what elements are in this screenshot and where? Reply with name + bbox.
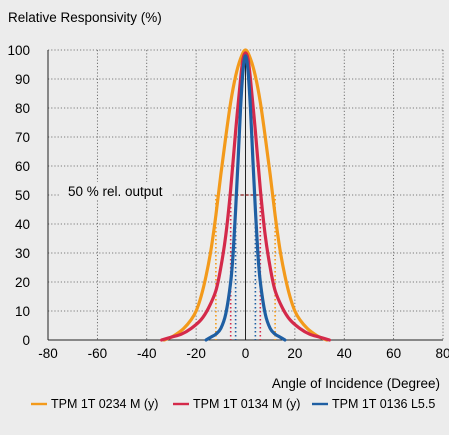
y-tick-label: 90: [15, 72, 30, 87]
x-tick-label: -40: [137, 346, 157, 361]
legend: TPM 1T 0234 M (y) TPM 1T 0134 M (y) TPM 1T…: [31, 397, 435, 411]
y-tick-label: 60: [15, 159, 30, 174]
y-tick-labels: 0 10 20 30 40 50 60 70 80 90 100: [7, 43, 30, 348]
y-tick-label: 30: [15, 246, 30, 261]
x-tick-label: 80: [435, 346, 449, 361]
legend-entry: TPM 1T 0134 M (y): [193, 397, 300, 411]
legend-entry: TPM 1T 0234 M (y): [51, 397, 158, 411]
x-tick-label: 20: [287, 346, 302, 361]
x-axis-label: Angle of Incidence (Degree): [272, 376, 440, 391]
y-tick-label: 10: [15, 304, 30, 319]
y-tick-label: 80: [15, 101, 30, 116]
annotation-label: 50 % rel. output: [68, 184, 163, 199]
x-tick-labels: -80 -60 -40 -20 0 20 40 60 80: [38, 346, 449, 361]
series-line: [159, 51, 332, 342]
axes: [47, 50, 443, 341]
x-tick-label: -20: [186, 346, 206, 361]
x-tick-label: -80: [38, 346, 58, 361]
legend-entry: TPM 1T 0136 L5.5: [332, 397, 435, 411]
y-tick-label: 40: [15, 217, 30, 232]
series-lines: [159, 48, 332, 342]
y-tick-label: 70: [15, 130, 30, 145]
x-tick-label: 0: [242, 346, 250, 361]
annotation-label-bg: [60, 182, 172, 200]
series-line: [162, 48, 329, 342]
y-axis-label: Relative Responsivity (%): [8, 10, 162, 25]
series-line: [204, 54, 287, 342]
x-tick-label: 40: [337, 346, 352, 361]
y-tick-label: 20: [15, 275, 30, 290]
y-tick-label: 50: [15, 188, 30, 203]
y-tick-label: 100: [7, 43, 30, 58]
y-tick-label: 0: [22, 333, 30, 348]
x-tick-label: -60: [88, 346, 108, 361]
x-tick-label: 60: [386, 346, 401, 361]
